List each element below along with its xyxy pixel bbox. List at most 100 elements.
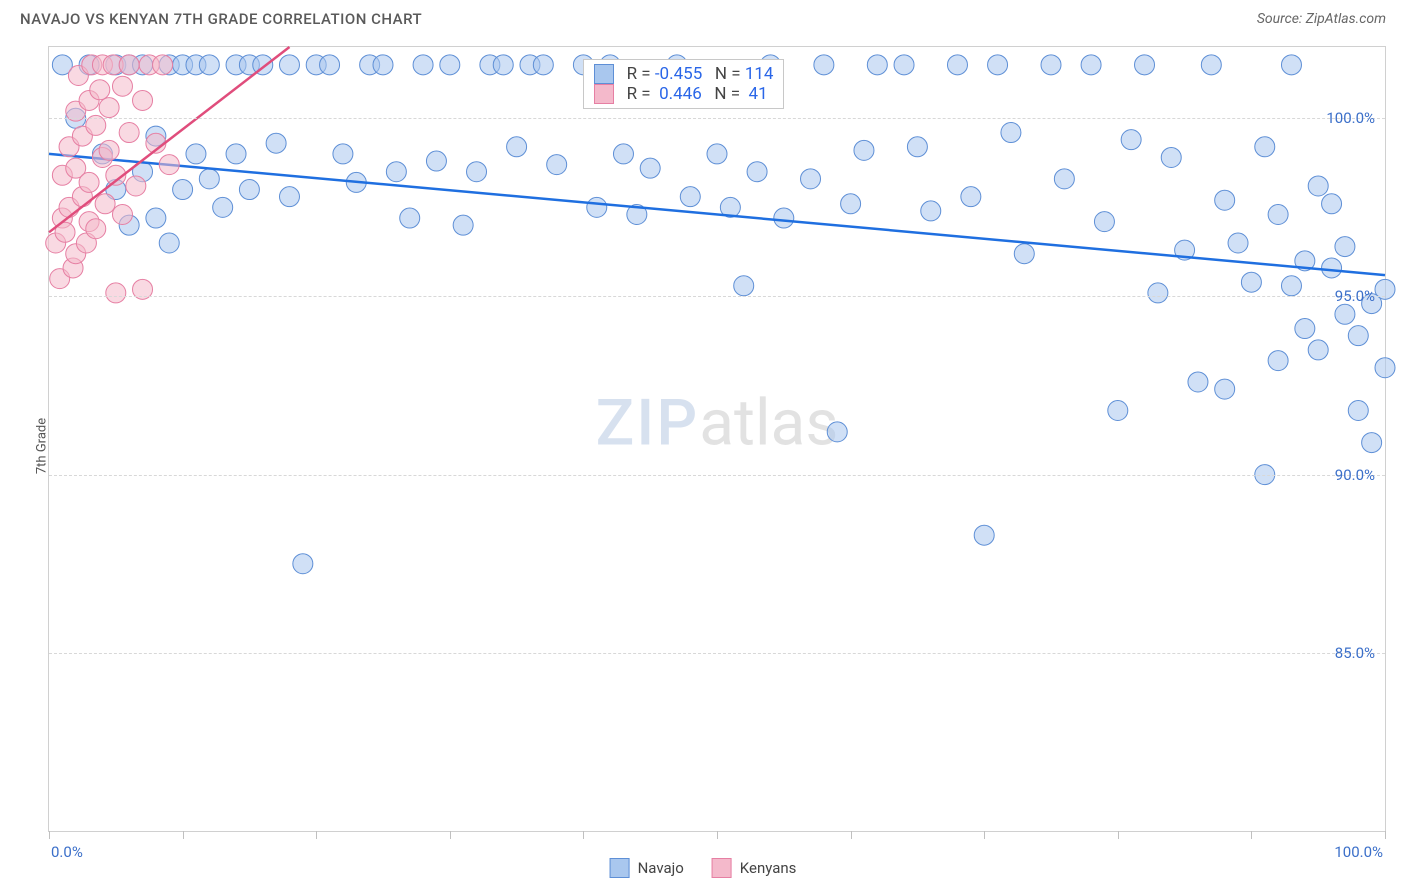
scatter-point	[640, 158, 660, 178]
scatter-point	[199, 55, 219, 75]
scatter-point	[1308, 176, 1328, 196]
scatter-point	[988, 55, 1008, 75]
scatter-point	[153, 55, 173, 75]
scatter-point	[1295, 319, 1315, 339]
scatter-point	[199, 169, 219, 189]
scatter-point	[1268, 351, 1288, 371]
scatter-point	[1335, 237, 1355, 257]
scatter-point	[533, 55, 553, 75]
gridline	[49, 118, 1385, 119]
y-tick-label: 85.0%	[1335, 644, 1375, 662]
x-tick-label: 0.0%	[51, 843, 83, 861]
scatter-point	[680, 187, 700, 207]
scatter-point	[119, 55, 139, 75]
gridline	[49, 653, 1385, 654]
chart-title: NAVAJO VS KENYAN 7TH GRADE CORRELATION C…	[20, 10, 422, 28]
scatter-point	[493, 55, 513, 75]
scatter-point	[95, 194, 115, 214]
scatter-point	[894, 55, 914, 75]
scatter-point	[99, 98, 119, 118]
scatter-point	[1135, 55, 1155, 75]
x-tick	[316, 831, 317, 839]
scatter-point	[1121, 130, 1141, 150]
scatter-point	[707, 144, 727, 164]
scatter-point	[1094, 212, 1114, 232]
scatter-point	[186, 144, 206, 164]
scatter-point	[99, 140, 119, 160]
scatter-point	[126, 176, 146, 196]
x-tick	[1385, 831, 1386, 839]
stats-text: R = 0.446 N = 41	[622, 84, 767, 104]
scatter-point	[106, 283, 126, 303]
plot-area: ZIPatlas R = -0.455 N = 114 R = 0.446 N …	[49, 47, 1385, 831]
legend-swatch	[610, 858, 630, 878]
scatter-point	[293, 554, 313, 574]
gridline	[49, 296, 1385, 297]
scatter-point	[854, 140, 874, 160]
scatter-point	[112, 76, 132, 96]
scatter-point	[426, 151, 446, 171]
y-tick-label: 100.0%	[1326, 109, 1375, 127]
scatter-point	[1362, 433, 1382, 453]
scatter-point	[1201, 55, 1221, 75]
scatter-point	[921, 201, 941, 221]
scatter-point	[1148, 283, 1168, 303]
scatter-point	[213, 197, 233, 217]
scatter-point	[279, 55, 299, 75]
scatter-point	[333, 144, 353, 164]
scatter-point	[774, 208, 794, 228]
scatter-point	[133, 90, 153, 110]
scatter-point	[320, 55, 340, 75]
scatter-point	[814, 55, 834, 75]
scatter-point	[867, 55, 887, 75]
scatter-point	[266, 133, 286, 153]
scatter-point	[146, 208, 166, 228]
scatter-point	[547, 155, 567, 175]
scatter-point	[90, 80, 110, 100]
legend-item: Navajo	[610, 858, 684, 878]
scatter-point	[613, 144, 633, 164]
x-tick	[1251, 831, 1252, 839]
x-tick	[583, 831, 584, 839]
scatter-point	[400, 208, 420, 228]
scatter-point	[1281, 276, 1301, 296]
scatter-point	[1281, 55, 1301, 75]
chart-container: ZIPatlas R = -0.455 N = 114 R = 0.446 N …	[48, 46, 1386, 832]
scatter-point	[1215, 190, 1235, 210]
scatter-point	[1255, 137, 1275, 157]
x-tick	[984, 831, 985, 839]
scatter-point	[226, 144, 246, 164]
trend-line	[49, 154, 1385, 275]
scatter-point	[112, 204, 132, 224]
stats-row: R = -0.455 N = 114	[594, 64, 773, 84]
scatter-point	[1215, 379, 1235, 399]
scatter-point	[373, 55, 393, 75]
scatter-point	[159, 233, 179, 253]
scatter-point	[801, 169, 821, 189]
scatter-point	[747, 162, 767, 182]
scatter-point	[974, 525, 994, 545]
scatter-point	[1375, 358, 1395, 378]
scatter-point	[587, 197, 607, 217]
source-attribution: Source: ZipAtlas.com	[1257, 11, 1386, 27]
scatter-point	[1014, 244, 1034, 264]
x-tick	[1118, 831, 1119, 839]
scatter-point	[279, 187, 299, 207]
scatter-point	[1188, 372, 1208, 392]
scatter-point	[1348, 400, 1368, 420]
scatter-point	[1001, 123, 1021, 143]
scatter-point	[907, 137, 927, 157]
scatter-point	[947, 55, 967, 75]
scatter-point	[961, 187, 981, 207]
y-tick-label: 90.0%	[1335, 466, 1375, 484]
scatter-point	[507, 137, 527, 157]
stats-text: R = -0.455 N = 114	[622, 64, 773, 84]
scatter-point	[159, 155, 179, 175]
y-tick-label: 95.0%	[1335, 287, 1375, 305]
legend-item: Kenyans	[712, 858, 797, 878]
scatter-point	[1228, 233, 1248, 253]
legend-label: Navajo	[638, 859, 684, 877]
series-swatch	[594, 84, 614, 104]
scatter-point	[1348, 326, 1368, 346]
x-tick	[717, 831, 718, 839]
